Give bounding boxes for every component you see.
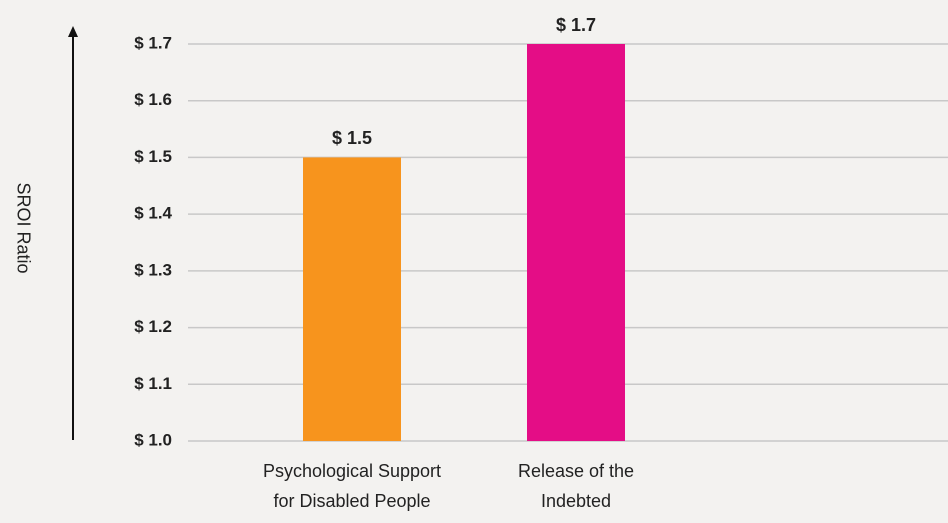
- bar: [527, 44, 625, 441]
- bar: [303, 157, 401, 441]
- y-tick-label: $ 1.4: [134, 204, 172, 223]
- x-tick-label: Psychological Support for Disabled Peopl…: [262, 461, 442, 511]
- y-tick-label: $ 1.1: [134, 374, 172, 393]
- data-label: $ 1.7: [556, 15, 596, 35]
- x-tick-label: Release of the Indebted: [517, 461, 635, 511]
- y-tick-label: $ 1.2: [134, 317, 172, 336]
- y-tick-label: $ 1.5: [134, 147, 172, 166]
- data-label: $ 1.5: [332, 128, 372, 148]
- y-tick-label: $ 1.7: [134, 33, 172, 52]
- axis-arrowhead: [68, 26, 78, 37]
- y-tick-label: $ 1.0: [134, 430, 172, 449]
- y-tick-label: $ 1.3: [134, 260, 172, 279]
- y-tick-label: $ 1.6: [134, 90, 172, 109]
- y-axis-title: SROI Ratio: [13, 182, 33, 273]
